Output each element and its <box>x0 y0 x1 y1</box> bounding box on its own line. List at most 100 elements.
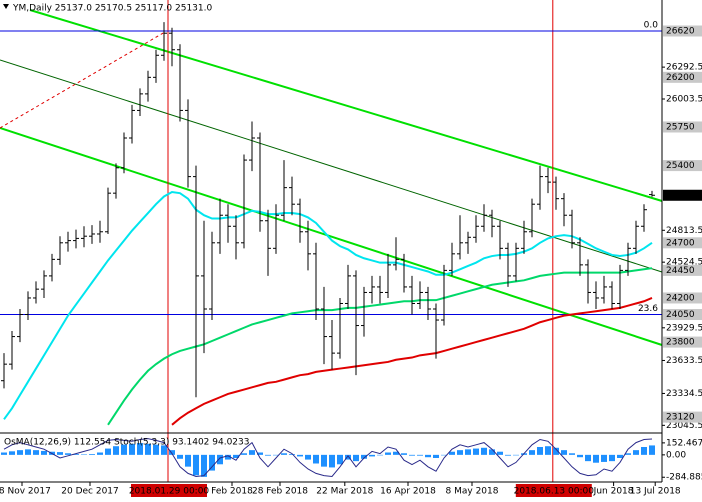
osma-bar <box>561 450 567 455</box>
osma-bar <box>33 450 39 455</box>
osma-bar <box>81 454 87 455</box>
osma-bar <box>217 454 223 465</box>
osma-bar <box>313 454 319 464</box>
level-box <box>663 411 702 423</box>
osma-bar <box>529 450 535 455</box>
osma-bar <box>121 444 127 455</box>
osma-bar <box>185 454 191 467</box>
osma-bar <box>137 443 143 455</box>
x-tick-label: 20 Dec 2017 <box>61 487 119 497</box>
x-tick-label: 16 Apr 2018 <box>380 487 436 497</box>
osma-bar <box>113 446 119 455</box>
osma-bar <box>545 446 551 455</box>
osma-bar <box>153 444 159 455</box>
osma-bar <box>41 450 47 455</box>
level-box <box>663 237 702 249</box>
marker-label: 2018.06.13 00:00 <box>514 487 595 497</box>
y2-tick-label: -284.885 <box>666 473 702 483</box>
osma-bar <box>65 453 71 455</box>
osma-bar <box>537 447 543 455</box>
x-tick-label: Jun 2018 <box>593 487 634 497</box>
osma-bar <box>241 453 247 455</box>
osma-bar <box>73 454 79 455</box>
x-tick-label: 28 Feb 2018 <box>252 487 308 497</box>
osma-bar <box>57 452 63 455</box>
trend-line <box>0 31 166 129</box>
osma-bar <box>457 450 463 455</box>
indicator-title: OsMA(12,26,9) 112.554 Stoch(5,3,3) 93.14… <box>4 438 250 448</box>
fib-label: 23.6 <box>638 304 658 314</box>
y-tick-label: 26292.5 <box>666 63 702 73</box>
level-label: 25400 <box>666 161 695 171</box>
level-label: 24450 <box>666 266 695 276</box>
channel-line <box>0 127 663 346</box>
osma-bar <box>377 454 383 456</box>
level-box <box>663 71 702 83</box>
osma-bar <box>585 454 591 462</box>
x-tick-label: Feb 2018 <box>211 487 253 497</box>
level-label: 24700 <box>666 238 695 248</box>
osma-bar <box>201 454 207 477</box>
osma-bar <box>105 448 111 455</box>
osma-bar <box>305 454 311 460</box>
osma-bar <box>329 454 335 468</box>
x-tick-label: 28 Nov 2017 <box>0 487 51 497</box>
osma-bar <box>401 453 407 455</box>
osma-bar <box>17 450 23 455</box>
y-tick-label: 23929.5 <box>666 323 702 333</box>
osma-bar <box>641 447 647 455</box>
level-label: 24200 <box>666 293 695 303</box>
osma-bar <box>433 454 439 458</box>
moving-average <box>3 191 653 420</box>
level-box <box>663 121 702 133</box>
osma-bar <box>481 447 487 455</box>
osma-bar <box>505 454 511 456</box>
y-tick-label: 23334.5 <box>666 389 702 399</box>
osma-bar <box>609 454 615 462</box>
osma-bar <box>601 454 607 462</box>
y-tick-label: 23045.5 <box>666 421 702 431</box>
osma-bar <box>449 451 455 455</box>
osma-bar <box>425 454 431 458</box>
osma-bar <box>177 454 183 459</box>
osma-bar <box>649 445 655 455</box>
osma-bar <box>169 450 175 455</box>
osma-bar <box>441 454 447 456</box>
osma-bar <box>417 454 423 456</box>
y-tick-label: 26003.5 <box>666 95 702 105</box>
level-label: 23800 <box>666 338 695 348</box>
level-box <box>663 336 702 348</box>
x-tick-label: 8 May 2018 <box>446 487 499 497</box>
osma-bar <box>385 452 391 455</box>
osma-bar <box>297 454 303 457</box>
fib-label: 0.0 <box>644 20 659 30</box>
osma-bar <box>361 454 367 459</box>
level-box <box>663 25 702 37</box>
x-tick-label: 22 Mar 2018 <box>316 487 373 497</box>
header-icon <box>3 4 9 9</box>
osma-bar <box>393 451 399 455</box>
level-box <box>663 264 702 276</box>
y-tick-label: 24813.5 <box>666 226 702 236</box>
level-label: 26200 <box>666 73 695 83</box>
osma-bar <box>265 454 271 456</box>
osma-bar <box>9 451 15 455</box>
stoch-line <box>3 438 653 478</box>
osma-bar <box>89 454 95 455</box>
osma-bar <box>145 443 151 455</box>
y-tick-label: 24524.5 <box>666 258 702 268</box>
osma-bar <box>409 454 415 456</box>
osma-bar <box>25 449 31 455</box>
last-price-box <box>663 189 702 201</box>
marker-label: 2018.01.29 00:00 <box>129 487 210 497</box>
osma-bar <box>193 454 199 476</box>
osma-bar <box>257 452 263 455</box>
osma-bar <box>337 454 343 465</box>
osma-bar <box>249 450 255 455</box>
plot <box>0 0 662 482</box>
y2-tick-label: 0.00 <box>666 450 686 460</box>
osma-bar <box>489 449 495 455</box>
osma-bar <box>577 454 583 458</box>
osma-bar <box>225 454 231 460</box>
